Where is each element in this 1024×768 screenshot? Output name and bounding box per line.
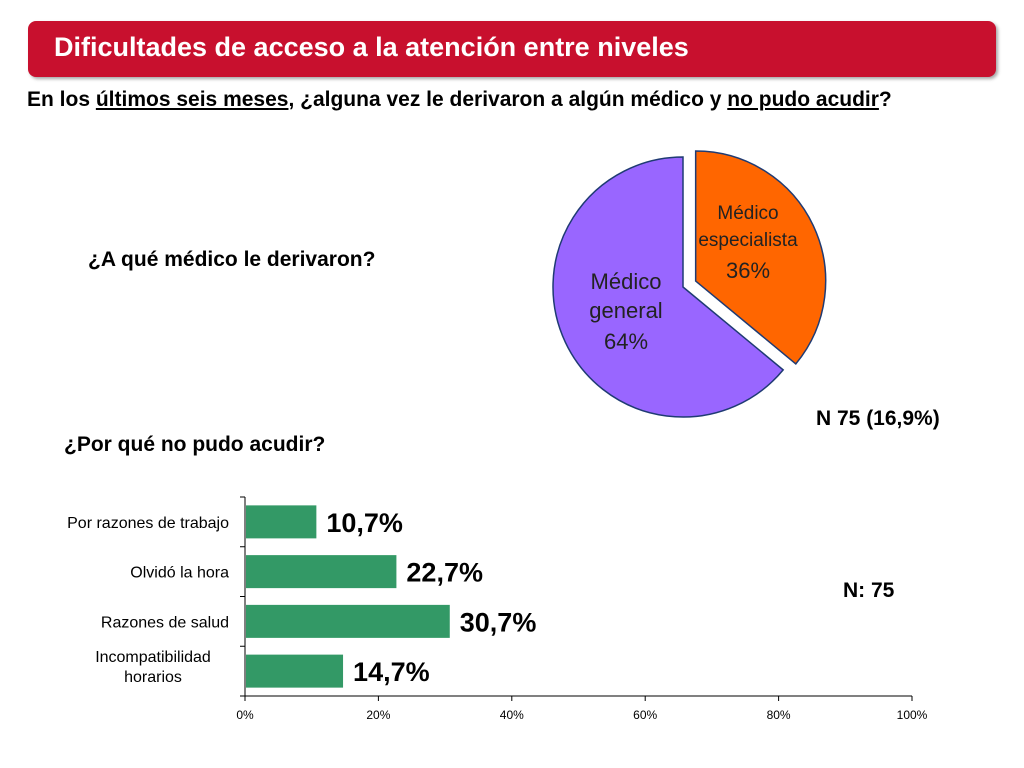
- category-label: horarios: [124, 669, 182, 686]
- pie-slice: [552, 156, 785, 418]
- pie-slice-value: 64%: [604, 329, 648, 354]
- pie-slice-label: Médico: [591, 269, 662, 294]
- bar-sample-size: N: 75: [843, 579, 895, 602]
- pie-slice-label: general: [589, 298, 662, 323]
- bar-value-label: 22,7%: [406, 558, 483, 588]
- category-label: Razones de salud: [101, 614, 229, 631]
- underlined-phrase: no pudo acudir: [727, 88, 879, 111]
- pie-slice-label: Médico: [717, 203, 778, 224]
- x-tick-label: 40%: [500, 708, 524, 722]
- bar: [246, 555, 397, 589]
- x-tick-label: 0%: [236, 708, 254, 722]
- title-bar: Dificultades de acceso a la atención ent…: [28, 21, 996, 77]
- survey-question: En los últimos seis meses, ¿alguna vez l…: [27, 88, 892, 111]
- underlined-phrase: últimos seis meses: [95, 88, 289, 111]
- page-title: Dificultades de acceso a la atención ent…: [54, 32, 689, 62]
- category-label: Olvidó la hora: [130, 565, 229, 582]
- bar: [246, 505, 317, 539]
- pie-slice-label: especialista: [698, 230, 798, 251]
- x-tick-label: 20%: [366, 708, 390, 722]
- bar-value-label: 14,7%: [353, 657, 430, 687]
- bar-value-label: 30,7%: [460, 607, 537, 637]
- category-label: Por razones de trabajo: [67, 515, 229, 532]
- pie-question: ¿A qué médico le derivaron?: [88, 248, 376, 271]
- pie-slice-value: 36%: [726, 258, 770, 283]
- bar: [246, 604, 450, 638]
- category-label: Incompatibilidad: [95, 649, 211, 666]
- pie-sample-size: N 75 (16,9%): [816, 407, 940, 430]
- bar-value-label: 10,7%: [326, 508, 403, 538]
- x-tick-label: 80%: [767, 708, 791, 722]
- bar: [246, 654, 344, 688]
- bar-question: ¿Por qué no pudo acudir?: [64, 433, 326, 456]
- x-tick-label: 60%: [633, 708, 657, 722]
- pie-slice: [694, 150, 827, 365]
- x-tick-label: 100%: [897, 708, 928, 722]
